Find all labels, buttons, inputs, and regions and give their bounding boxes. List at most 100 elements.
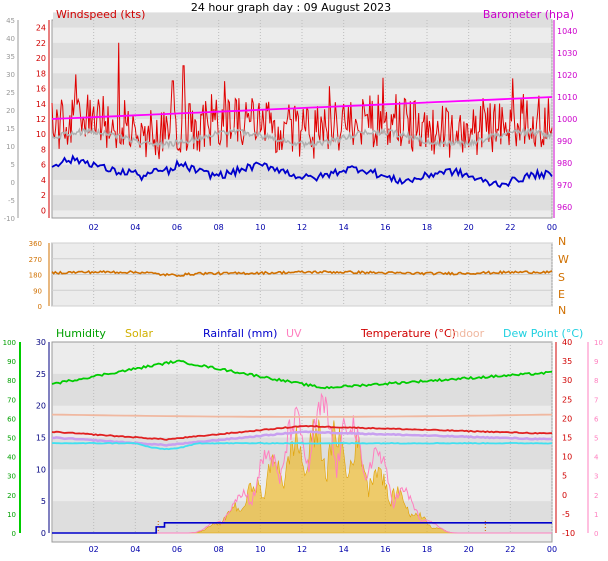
- humidity-tick: 30: [7, 473, 16, 481]
- windspeed-label: Windspeed (kts): [56, 8, 145, 21]
- wind-outer-tick: 15: [6, 125, 15, 133]
- wind-outer-tick: 35: [6, 53, 15, 61]
- wind-kts-tick: 20: [36, 54, 46, 63]
- legend-indoor: Indoor: [449, 327, 485, 340]
- baro-tick: 970: [557, 181, 572, 190]
- wind-outer-tick: 0: [11, 179, 15, 187]
- temp-x-tick: 12: [297, 545, 307, 554]
- humidity-tick: 90: [7, 358, 16, 366]
- wind-kts-tick: 8: [41, 145, 46, 154]
- indoor-series-line: [51, 413, 553, 418]
- temp-x-tick: 04: [130, 545, 140, 554]
- wind-x-tick: 16: [380, 223, 390, 232]
- barometer-label: Barometer (hpa): [483, 8, 574, 21]
- gust-series-line: [51, 42, 553, 160]
- baro-tick: 980: [557, 159, 572, 168]
- uv-tick: 5: [594, 435, 598, 443]
- uv-tick: 6: [594, 415, 599, 423]
- humidity-tick: 50: [7, 435, 16, 443]
- humidity-series-line: [51, 359, 553, 390]
- wind-outer-tick: 40: [6, 35, 15, 43]
- wind-x-tick: 08: [214, 223, 224, 232]
- humidity-tick: 20: [7, 492, 16, 500]
- temp-right-tick: 10: [562, 453, 572, 462]
- dir-compass-label: E: [558, 288, 565, 301]
- wind-kts-tick: 12: [36, 115, 46, 124]
- temp-right-tick: -10: [562, 529, 575, 538]
- baro-tick: 990: [557, 137, 572, 146]
- dir-compass-label: N: [558, 304, 566, 317]
- uv-tick: 10: [594, 339, 603, 347]
- legend-temperature: Temperature (°C): [360, 327, 456, 340]
- wind-kts-tick: 22: [36, 39, 46, 48]
- legend-uv: UV: [286, 327, 302, 340]
- temp-right-tick: -5: [562, 510, 570, 519]
- wind-outer-tick: 5: [11, 161, 15, 169]
- legend-rainfall: Rainfall (mm): [203, 327, 277, 340]
- wind-outer-tick: 10: [6, 143, 15, 151]
- baro-tick: 1040: [557, 27, 577, 36]
- temp-left-tick: 30: [36, 338, 46, 347]
- humidity-tick: 60: [7, 415, 16, 423]
- temp-x-tick: 00: [547, 545, 557, 554]
- dir-left-tick: 270: [29, 256, 42, 264]
- temp-x-tick: 02: [89, 545, 99, 554]
- wind-x-tick: 06: [172, 223, 182, 232]
- temp-right-tick: 35: [562, 357, 572, 366]
- dir-left-tick: 0: [38, 303, 42, 311]
- uv-tick: 8: [594, 377, 598, 385]
- legend-dewpoint: Dew Point (°C): [503, 327, 583, 340]
- dir-compass-label: S: [558, 271, 565, 284]
- uv-tick: 7: [594, 396, 598, 404]
- wind-kts-tick: 10: [36, 130, 46, 139]
- temp-right-tick: 40: [562, 338, 572, 347]
- temp-left-tick: 10: [36, 465, 46, 474]
- wind-outer-tick: 20: [6, 107, 15, 115]
- baro-tick: 1000: [557, 115, 577, 124]
- dir-compass-label: W: [558, 253, 569, 266]
- wind-kts-tick: 16: [36, 85, 46, 94]
- uv-tick: 4: [594, 454, 599, 462]
- humidity-tick: 100: [3, 339, 16, 347]
- wind-kts-tick: 18: [36, 69, 46, 78]
- direction-series-line: [51, 269, 553, 278]
- temp-left-tick: 0: [41, 529, 46, 538]
- dir-left-tick: 90: [33, 287, 42, 295]
- wind-kts-tick: 0: [41, 206, 46, 215]
- temp-left-tick: 15: [36, 434, 46, 443]
- wind-kts-tick: 4: [41, 176, 46, 185]
- avg-wind-series-line: [51, 126, 553, 150]
- temp-left-tick: 20: [36, 402, 46, 411]
- baro-tick: 960: [557, 203, 572, 212]
- wind-x-tick: 22: [505, 223, 515, 232]
- wind-x-tick: 14: [339, 223, 349, 232]
- legend-humidity: Humidity: [56, 327, 106, 340]
- wind-x-tick: 20: [464, 223, 474, 232]
- humidity-tick: 40: [7, 454, 16, 462]
- baro-tick: 1010: [557, 93, 577, 102]
- temp-x-tick: 18: [422, 545, 432, 554]
- barometer-series-line: [51, 96, 553, 120]
- dewpoint-series-line: [51, 441, 553, 451]
- wind-x-tick: 04: [130, 223, 140, 232]
- temp-x-tick: 20: [464, 545, 474, 554]
- wind-kts-tick: 2: [41, 191, 46, 200]
- baro-tick: 1030: [557, 49, 577, 58]
- chart-title: 24 hour graph day : 09 August 2023: [191, 1, 391, 14]
- wind-outer-tick: 30: [6, 71, 15, 79]
- temp-right-tick: 5: [562, 472, 567, 481]
- wind-kts-tick: 6: [41, 161, 46, 170]
- temperature-series-line: [51, 424, 552, 441]
- solar-series-area: [187, 419, 459, 534]
- wind-outer-tick: -10: [4, 215, 15, 223]
- dir-left-tick: 360: [29, 240, 42, 248]
- legend-solar: Solar: [125, 327, 154, 340]
- uv-tick: 2: [594, 492, 598, 500]
- uv-tick: 3: [594, 473, 598, 481]
- wind-outer-tick: -5: [8, 197, 15, 205]
- temp-right-tick: 25: [562, 395, 572, 404]
- wind-x-tick: 10: [255, 223, 265, 232]
- temp-x-tick: 06: [172, 545, 182, 554]
- wind-x-tick: 02: [89, 223, 99, 232]
